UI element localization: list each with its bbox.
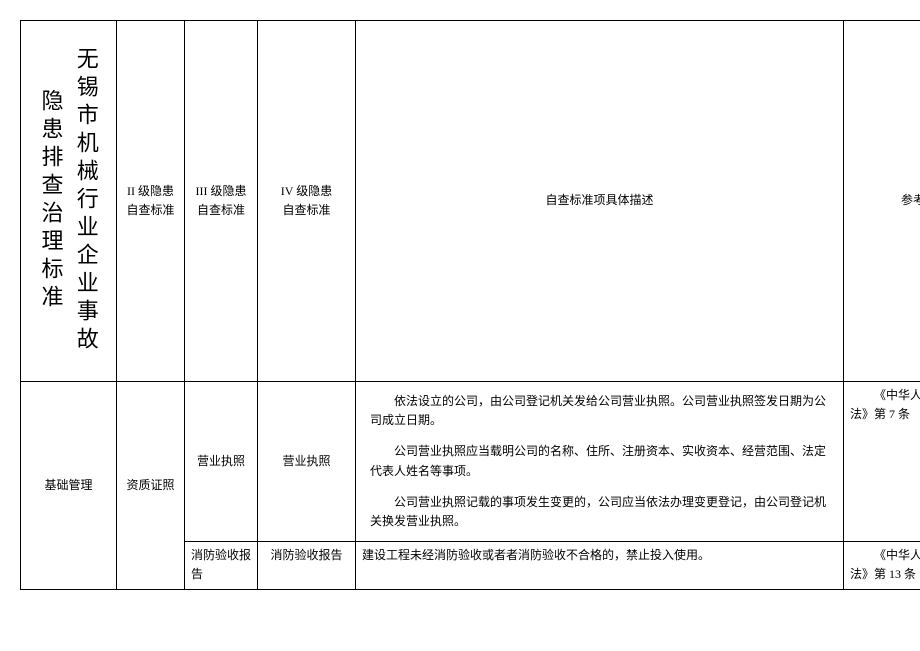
cell-item-l3: 营业执照 [185,382,258,542]
cell-category: 基础管理 [21,382,117,590]
desc-paragraph: 公司营业执照记载的事项发生变更的，公司应当依法办理变更登记，由公司登记机关换发营… [362,487,837,537]
desc-paragraph: 依法设立的公司，由公司登记机关发给公司营业执照。公司营业执照签发日期为公司成立日… [362,386,837,436]
header-reference: 参考根据 [844,21,920,382]
header-description: 自查标准项具体描述 [356,21,844,382]
header-level3: III 级隐患自查标准 [185,21,258,382]
standards-table: 无锡市机械行业企业事故隐患排查治理标准 II 级隐患自查标准 III 级隐患自查… [20,20,920,590]
desc-paragraph: 公司营业执照应当载明公司的名称、住所、注册资本、实收资本、经营范围、法定代表人姓… [362,436,837,486]
cell-reference: 《中华人民共与国消防法》第 13 条 [844,542,920,589]
cell-description: 依法设立的公司，由公司登记机关发给公司营业执照。公司营业执照签发日期为公司成立日… [356,382,844,542]
cell-subcategory: 资质证照 [117,382,185,590]
document-title: 无锡市机械行业企业事故隐患排查治理标准 [21,21,117,382]
cell-description: 建设工程未经消防验收或者者消防验收不合格的，禁止投入使用。 [356,542,844,589]
cell-item-l3: 消防验收报告 [185,542,258,589]
header-level2: II 级隐患自查标准 [117,21,185,382]
header-level4: IV 级隐患 自查标准 [258,21,356,382]
cell-item-l4: 营业执照 [258,382,356,542]
cell-item-l4: 消防验收报告 [258,542,356,589]
cell-reference: 《中华人民共与国公司法》第 7 条 [844,382,920,542]
